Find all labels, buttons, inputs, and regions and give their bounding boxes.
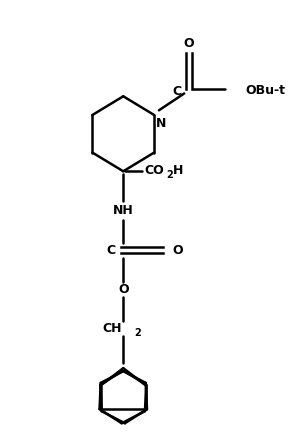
Text: H: H [173, 164, 183, 177]
Text: 2: 2 [134, 329, 141, 339]
Text: NH: NH [113, 204, 134, 217]
Text: CH: CH [102, 322, 121, 335]
Text: O: O [118, 283, 129, 296]
Text: OBu-t: OBu-t [245, 84, 285, 97]
Text: O: O [184, 37, 194, 50]
Text: CO: CO [144, 164, 164, 177]
Text: O: O [172, 243, 183, 257]
Text: C: C [107, 243, 116, 257]
Text: N: N [156, 117, 166, 130]
Text: 2: 2 [166, 170, 173, 180]
Text: C: C [172, 85, 181, 98]
